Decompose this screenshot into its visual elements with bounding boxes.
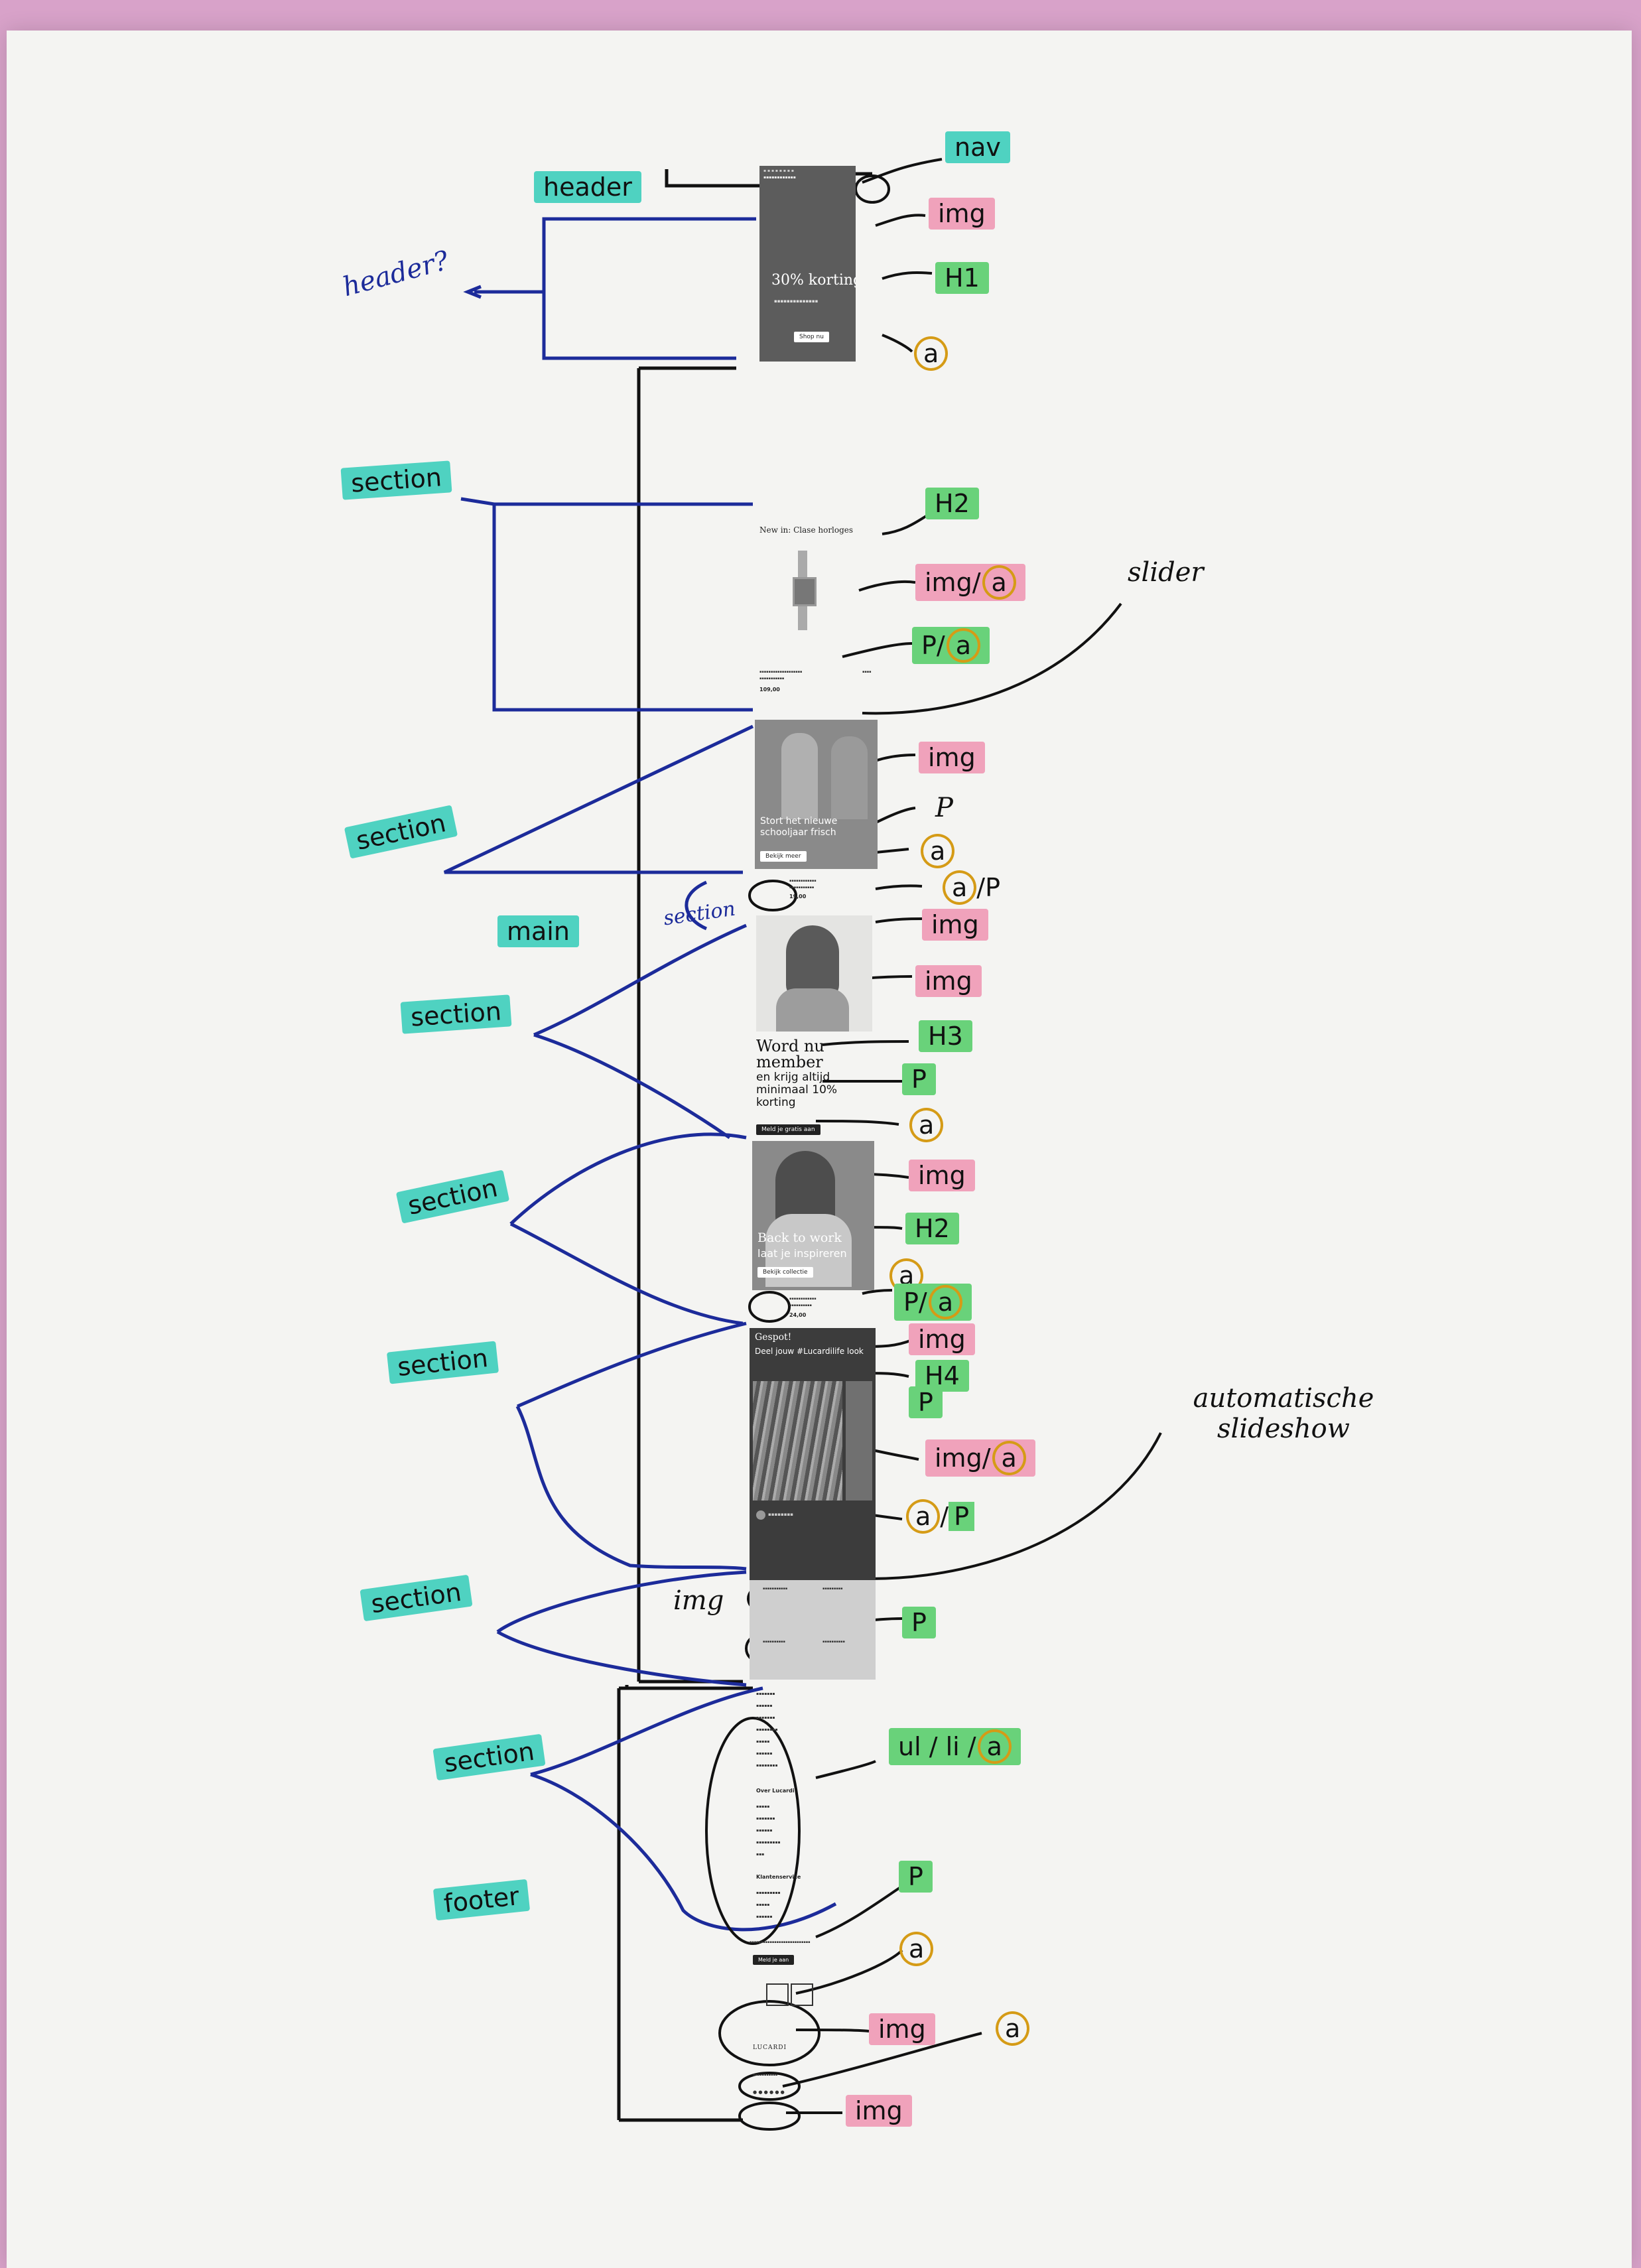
gespot-sub: Deel jouw #Lucardilife look [755, 1347, 864, 1356]
hero-title: 30% korting [771, 272, 856, 289]
label-p-footer: P [899, 1861, 933, 1893]
label-header: header [534, 171, 641, 203]
label-h2-slider: H2 [925, 488, 979, 519]
school-title: Stort het nieuwe schooljaar frisch [760, 816, 838, 838]
small-watch-price: 19,00 [789, 894, 807, 900]
hero-block: ▪ ▪ ▪ ▪ ▪ ▪ ▪ ▪ ▪▪▪▪▪▪▪▪▪▪▪▪ 30% korting… [759, 166, 856, 362]
label-a-social: a [985, 2010, 1039, 2047]
label-img-a-gespot: img/a [925, 1439, 1035, 1477]
label-img-slider: img/a [915, 564, 1025, 601]
label-img-member: img [915, 965, 982, 997]
label-img-school: img [919, 742, 985, 773]
gespot-block: Gespot! Deel jouw #Lucardilife look ▪▪▪▪… [750, 1328, 876, 1580]
label-ul-li-a: ul / li / a [889, 1728, 1021, 1765]
label-img-payment: img [846, 2095, 912, 2127]
member-text: en krijg altijd minimaal 10% korting [756, 1071, 838, 1109]
label-img-work: img [909, 1160, 975, 1191]
footer-service: Klantenservice [756, 1874, 801, 1880]
work-button[interactable]: Bekijk collectie [757, 1267, 813, 1278]
label-autoslide: automatische slideshow [1193, 1383, 1374, 1444]
school-block: Stort het nieuwe schooljaar frisch Bekij… [755, 720, 878, 869]
label-p-member: P [902, 1063, 936, 1095]
work-block: Back to work laat je inspireren Bekijk c… [752, 1141, 874, 1290]
label-img-gespot: img [909, 1323, 975, 1355]
watch-image[interactable] [786, 551, 819, 630]
work-sub: laat je inspireren [757, 1247, 847, 1260]
label-a-school: a [910, 833, 964, 870]
label-img-logo: img [869, 2013, 935, 2045]
member-image [756, 915, 872, 1032]
label-a-footer: a [889, 1930, 943, 1968]
label-img-watch: img [922, 909, 988, 941]
label-img-usp: img [673, 1585, 724, 1616]
school-button[interactable]: Bekijk meer [760, 851, 807, 862]
work-small-price: 24,00 [789, 1312, 807, 1318]
footer-about: Over Lucardi [756, 1788, 795, 1794]
footer-logo: LUCARDI [753, 2044, 787, 2051]
work-title: Back to work [757, 1231, 842, 1245]
label-a-p-gespot: a / P [895, 1498, 984, 1535]
watch-heading: New in: Clase horloges [759, 525, 854, 535]
usp-block: ▪▪▪▪▪▪▪▪▪▪▪ ▪▪▪▪▪▪▪▪▪ ▪▪▪▪▪▪▪▪▪▪ ▪▪▪▪▪▪▪… [750, 1580, 876, 1680]
label-a-member: a [899, 1106, 952, 1144]
label-p-school: P [935, 793, 953, 823]
member-title: Word nu member [756, 1037, 824, 1071]
label-img-hero: img [929, 198, 995, 230]
label-main: main [497, 915, 579, 947]
label-h1: H1 [935, 262, 989, 294]
footer-member-button[interactable]: Meld je aan [753, 1955, 795, 1965]
label-a-p-watch: a/P [932, 869, 1010, 906]
label-h3: H3 [919, 1020, 972, 1052]
member-button[interactable]: Meld je gratis aan [756, 1124, 820, 1135]
label-p-usp: P [902, 1607, 936, 1638]
label-p-slider: P/a [912, 627, 990, 664]
label-p-gespot: P [909, 1386, 943, 1418]
label-p-a-work: P/a [894, 1284, 972, 1321]
label-slider: slider [1128, 557, 1204, 588]
label-a-hero: a [903, 335, 957, 372]
gespot-title: Gespot! [755, 1332, 792, 1343]
label-h2-work: H2 [905, 1213, 959, 1244]
label-nav: nav [945, 131, 1010, 163]
watch-price: 109,00 [759, 687, 780, 693]
hero-button[interactable]: Shop nu [794, 332, 829, 342]
